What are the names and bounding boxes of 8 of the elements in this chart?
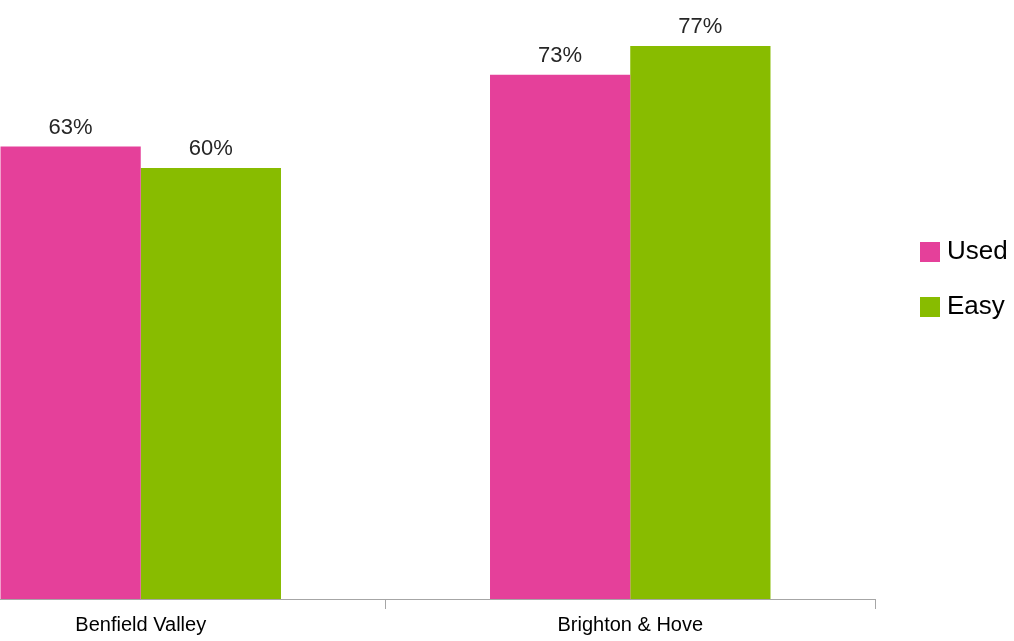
x-tick-label: Brighton & Hove [557,612,704,635]
legend-label: Easy [947,290,1005,321]
data-label: 63% [48,113,93,139]
x-tick-label: Benfield Valley [75,612,207,635]
data-label: 60% [188,135,233,161]
data-label: 73% [538,41,583,67]
data-label: 77% [678,12,723,38]
legend-label: Used [947,235,1008,266]
